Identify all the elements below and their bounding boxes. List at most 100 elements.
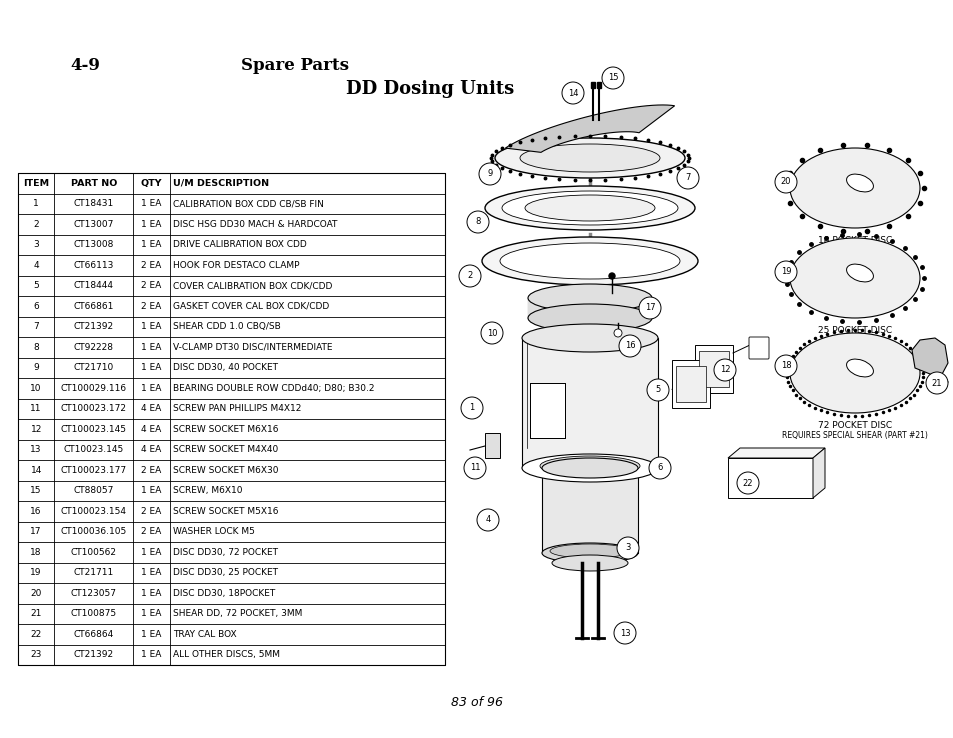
Text: 1 EA: 1 EA [141,363,161,372]
Circle shape [478,163,500,185]
Text: SHEAR DD, 72 POCKET, 3MM: SHEAR DD, 72 POCKET, 3MM [172,610,302,618]
Circle shape [608,273,615,279]
Text: CT100023.145: CT100023.145 [61,425,127,434]
Text: 25 POCKET DISC: 25 POCKET DISC [817,326,891,335]
Bar [727,458,812,498]
Text: WASHER LOCK M5: WASHER LOCK M5 [172,527,254,537]
Ellipse shape [550,544,629,558]
Text: 22: 22 [30,630,42,639]
Text: 2 EA: 2 EA [141,527,161,537]
Text: 2 EA: 2 EA [141,507,161,516]
Text: CT100029.116: CT100029.116 [61,384,127,393]
Circle shape [677,167,699,189]
Text: CT66861: CT66861 [73,302,113,311]
Text: SHEAR CDD 1.0 CBQ/SB: SHEAR CDD 1.0 CBQ/SB [172,323,280,331]
Text: 6: 6 [657,463,662,472]
Text: 1 EA: 1 EA [141,323,161,331]
Circle shape [713,359,735,381]
Text: 1 EA: 1 EA [141,610,161,618]
Bar [527,298,651,318]
Circle shape [460,397,482,419]
Text: CT13008: CT13008 [73,241,113,249]
Ellipse shape [481,237,698,285]
Ellipse shape [495,138,684,178]
Polygon shape [911,338,947,378]
Bar [699,351,728,387]
Text: 2: 2 [467,272,472,280]
Text: CT21710: CT21710 [73,363,113,372]
Circle shape [480,322,502,344]
Circle shape [614,622,636,644]
Text: 20: 20 [780,178,790,187]
Text: 4-9: 4-9 [70,58,100,75]
Ellipse shape [499,243,679,279]
Text: V-CLAMP DT30 DISC/INTERMEDIATE: V-CLAMP DT30 DISC/INTERMEDIATE [172,342,332,352]
Text: 1 EA: 1 EA [141,589,161,598]
Bar [671,360,709,408]
Text: CALIBRATION BOX CDD CB/SB FIN: CALIBRATION BOX CDD CB/SB FIN [172,199,323,208]
Text: 2 EA: 2 EA [141,466,161,475]
Text: U/M DESCRIPTION: U/M DESCRIPTION [172,179,269,187]
Text: 1: 1 [469,404,475,413]
Ellipse shape [845,264,873,282]
Text: 19: 19 [30,568,42,577]
Circle shape [458,265,480,287]
Text: 1: 1 [33,199,39,208]
Text: 3: 3 [624,543,630,553]
Text: 17: 17 [644,303,655,312]
Ellipse shape [541,458,638,478]
Ellipse shape [527,284,651,312]
Text: 18: 18 [30,548,42,556]
Text: 4 EA: 4 EA [141,425,161,434]
Text: 20: 20 [30,589,42,598]
Text: DISC DD30, 25 POCKET: DISC DD30, 25 POCKET [172,568,277,577]
Text: ITEM: ITEM [23,179,50,187]
Text: 17: 17 [30,527,42,537]
Text: Spare Parts: Spare Parts [241,58,349,75]
Text: 22: 22 [742,478,753,488]
Text: SCREW SOCKET M5X16: SCREW SOCKET M5X16 [172,507,277,516]
Text: 16: 16 [624,342,635,351]
Text: 1 EA: 1 EA [141,630,161,639]
Ellipse shape [789,333,919,413]
Text: 16: 16 [30,507,42,516]
Text: DRIVE CALIBRATION BOX CDD: DRIVE CALIBRATION BOX CDD [172,241,306,249]
Text: 1 EA: 1 EA [141,241,161,249]
Text: 4 EA: 4 EA [141,404,161,413]
Text: 1 EA: 1 EA [141,199,161,208]
Text: SCREW SOCKET M4X40: SCREW SOCKET M4X40 [172,445,277,455]
Ellipse shape [484,186,695,230]
Text: 13: 13 [30,445,42,455]
Text: 11: 11 [30,404,42,413]
Polygon shape [812,448,824,498]
Text: DISC DD30, 40 POCKET: DISC DD30, 40 POCKET [172,363,277,372]
Ellipse shape [845,359,873,377]
Ellipse shape [539,456,639,476]
Text: DISC DD30, 18POCKET: DISC DD30, 18POCKET [172,589,274,598]
Text: 1 EA: 1 EA [141,650,161,659]
Text: 18 POCKET DISC: 18 POCKET DISC [817,236,891,245]
Ellipse shape [501,191,678,225]
Circle shape [925,372,947,394]
Text: 12: 12 [719,365,729,374]
Text: REQUIRES SPECIAL SHEAR (PART #21): REQUIRES SPECIAL SHEAR (PART #21) [781,431,927,440]
Text: 13: 13 [619,629,630,638]
Circle shape [467,211,489,233]
Text: ALL OTHER DISCS, 5MM: ALL OTHER DISCS, 5MM [172,650,279,659]
Circle shape [774,261,796,283]
Text: 2 EA: 2 EA [141,302,161,311]
Polygon shape [505,105,674,152]
Text: 15: 15 [30,486,42,495]
Circle shape [561,82,583,104]
Text: 10: 10 [30,384,42,393]
Text: 18: 18 [780,362,790,370]
Text: 10: 10 [486,328,497,337]
Circle shape [476,509,498,531]
Text: 5: 5 [655,385,659,395]
Text: 4: 4 [485,516,490,525]
Text: 21: 21 [30,610,42,618]
Bar [590,82,595,88]
Text: 15: 15 [607,74,618,83]
Text: CT88057: CT88057 [73,486,113,495]
Text: 14: 14 [567,89,578,97]
